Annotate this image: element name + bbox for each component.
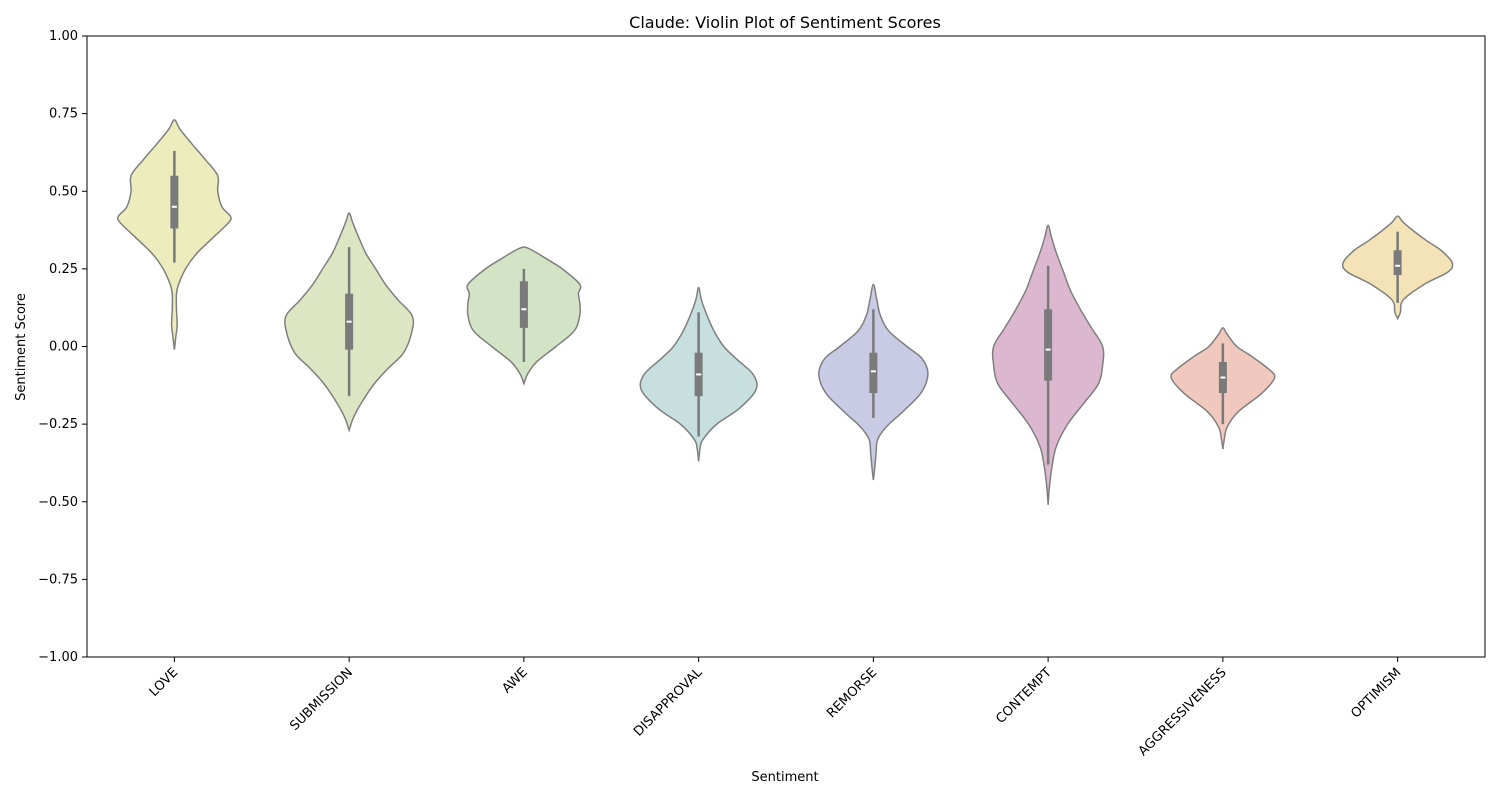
x-tick-label-submission: SUBMISSION <box>287 665 356 734</box>
violins-group <box>116 119 1454 505</box>
violin-iqr-box <box>170 175 179 229</box>
y-tick-label: −1.00 <box>38 650 78 665</box>
y-tick-label: −0.50 <box>38 495 78 510</box>
violin-aggressiveness <box>1170 327 1276 450</box>
y-tick-label: 0.00 <box>49 340 78 355</box>
y-tick-label: 0.50 <box>49 184 78 199</box>
x-tick-label-aggressiveness: AGGRESSIVENESS <box>1136 665 1230 759</box>
y-tick-label: 0.25 <box>49 262 78 277</box>
violin-awe <box>466 246 582 386</box>
x-tick-label-remorse: REMORSE <box>824 665 880 721</box>
x-tick-label-disapproval: DISAPPROVAL <box>631 665 706 740</box>
x-tick-label-awe: AWE <box>499 665 530 696</box>
violin-iqr-box <box>1044 309 1053 381</box>
x-axis: LOVE SUBMISSION AWE DISAPPROVAL REMORSE CONTE… <box>147 657 1404 759</box>
x-tick-label-love: LOVE <box>147 665 182 700</box>
violin-iqr-box <box>869 352 878 394</box>
x-axis-title: Sentiment <box>751 770 818 785</box>
violin-contempt <box>991 224 1105 505</box>
violin-iqr-box <box>1393 250 1402 276</box>
x-tick-label-optimism: OPTIMISM <box>1348 665 1404 721</box>
violin-disapproval <box>639 286 758 462</box>
y-tick-label: −0.25 <box>38 417 78 432</box>
violin-love <box>116 119 232 350</box>
y-axis: −1.00 −0.75 −0.50 −0.25 0.00 0.25 0.50 0.75 1.00 <box>38 29 87 665</box>
y-tick-label: −0.75 <box>38 572 78 587</box>
violin-submission <box>284 212 415 433</box>
violin-optimism <box>1341 215 1454 321</box>
y-axis-title: Sentiment Score <box>14 293 29 401</box>
y-tick-label: 0.75 <box>49 107 78 122</box>
x-tick-label-contempt: CONTEMPT <box>993 665 1055 727</box>
chart-title: Claude: Violin Plot of Sentiment Scores <box>629 13 941 32</box>
violin-remorse <box>818 283 929 481</box>
y-tick-label: 1.00 <box>49 29 78 44</box>
violin-iqr-box <box>519 281 528 328</box>
